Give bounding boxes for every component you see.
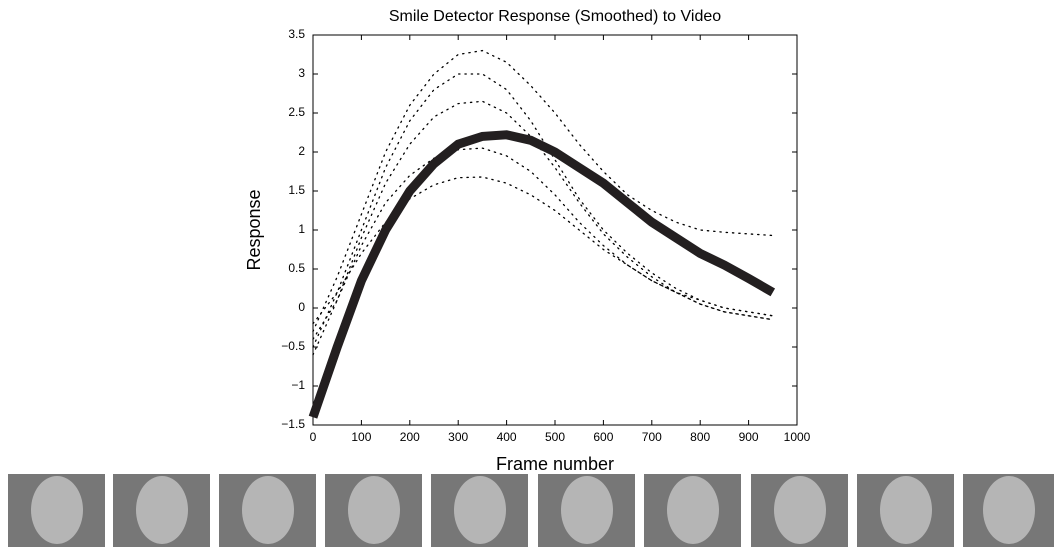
y-tick-label: 0.5 <box>288 261 305 275</box>
y-axis-label: Response <box>244 189 264 270</box>
video-frames <box>8 474 1054 547</box>
x-tick-label: 600 <box>593 430 613 444</box>
x-tick-label: 100 <box>351 430 371 444</box>
chart-title: Smile Detector Response (Smoothed) to Vi… <box>389 8 721 25</box>
dotted-line <box>312 147 774 340</box>
y-tick-label: 3.5 <box>288 27 305 41</box>
x-axis-label: Frame number <box>496 454 614 474</box>
x-tick-label: 700 <box>642 430 662 444</box>
y-tick-label: −1 <box>291 378 305 392</box>
x-tick-label: 400 <box>497 430 517 444</box>
y-tick-label: 2.5 <box>288 105 305 119</box>
dotted-line <box>312 73 774 348</box>
x-tick-label: 200 <box>400 430 420 444</box>
y-tick-label: 1 <box>298 222 305 236</box>
x-tick-label: 0 <box>310 430 317 444</box>
dotted-line <box>312 49 774 333</box>
x-tick-label: 300 <box>448 430 468 444</box>
dotted-line <box>312 100 774 356</box>
y-tick-label: −1.5 <box>281 417 305 431</box>
y-tick-label: 2 <box>298 144 305 158</box>
dotted-line <box>312 176 774 325</box>
y-tick-label: 3 <box>298 66 305 80</box>
x-tick-label: 800 <box>690 430 710 444</box>
y-tick-label: −0.5 <box>281 339 305 353</box>
x-tick-label: 1000 <box>784 430 811 444</box>
response-line <box>308 130 776 419</box>
y-tick-label: 1.5 <box>288 183 305 197</box>
y-tick-label: 0 <box>298 300 305 314</box>
x-tick-label: 900 <box>739 430 759 444</box>
x-tick-label: 500 <box>545 430 565 444</box>
